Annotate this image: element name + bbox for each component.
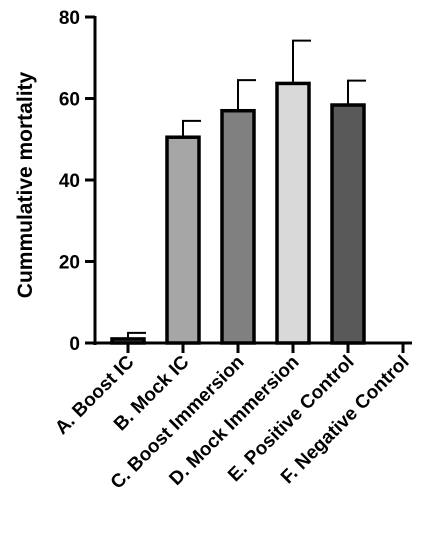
- y-axis-title: Cummulative mortality: [14, 71, 37, 298]
- x-axis: A. Boost ICB. Mock ICC. Boost ImmersionD…: [51, 341, 414, 493]
- y-tick-label: 0: [69, 334, 80, 355]
- bar: [165, 135, 201, 345]
- bar: [220, 108, 256, 345]
- y-axis: 0 20 40 60 80: [59, 8, 97, 355]
- y-tick-label: 60: [59, 90, 80, 111]
- y-tick-label: 80: [59, 8, 80, 29]
- bar: [275, 81, 311, 345]
- y-tick-label: 20: [59, 253, 80, 274]
- bars: [110, 39, 366, 345]
- bar: [330, 103, 366, 345]
- y-tick-label: 40: [59, 171, 80, 192]
